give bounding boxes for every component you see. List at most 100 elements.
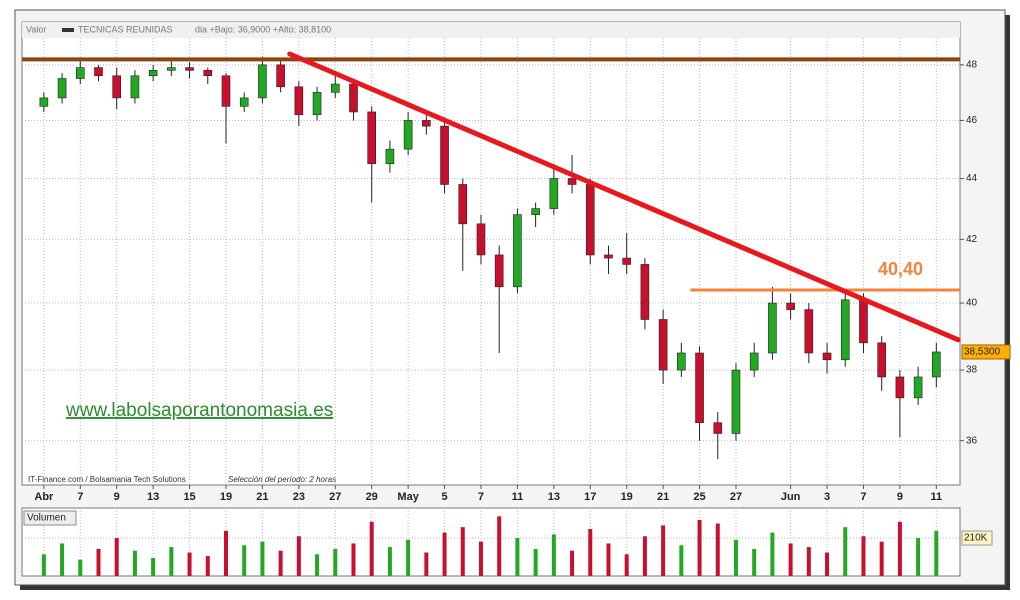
header-band	[22, 22, 960, 38]
volume-bar	[315, 554, 320, 576]
trend-line	[287, 51, 961, 343]
volume-bar	[825, 552, 830, 576]
volume-tick-box	[961, 530, 993, 546]
candle-body	[276, 64, 285, 88]
x-tick-label: 17	[584, 491, 596, 503]
candle-body	[622, 257, 631, 265]
candle-body	[549, 178, 559, 209]
volume-bar	[60, 543, 65, 576]
y-tick-label: 44	[966, 173, 978, 184]
candle-body	[312, 92, 322, 116]
y-tick-label: 38	[966, 365, 978, 376]
volume-bar	[916, 538, 921, 576]
x-tick-label: 3	[824, 491, 830, 503]
volume-bar	[223, 530, 228, 576]
volume-bar	[715, 523, 720, 576]
volume-bar	[114, 538, 119, 576]
volume-bar	[96, 548, 101, 576]
volume-bar	[351, 543, 356, 576]
volume-bar	[497, 516, 502, 576]
volume-bar	[843, 527, 848, 576]
volume-tick-label: 210K	[964, 533, 988, 544]
x-tick-label: 23	[293, 491, 305, 503]
candle-body	[695, 352, 704, 423]
x-tick-label: 7	[77, 491, 83, 503]
candle-body	[640, 264, 650, 320]
candle-body	[895, 376, 905, 399]
volume-bar	[770, 532, 775, 576]
candle-body	[422, 120, 431, 127]
support-label: 40,40	[878, 259, 923, 279]
x-tick-label: 13	[147, 491, 159, 503]
candle-body	[440, 125, 449, 185]
y-tick-label: 46	[966, 115, 978, 126]
volume-bar	[697, 519, 702, 576]
footer-period: Selección del período: 2 horas	[228, 475, 336, 484]
candle-body	[403, 120, 413, 150]
candle-body	[913, 376, 923, 399]
volume-title: Volumen	[27, 513, 66, 524]
volume-bar	[806, 547, 811, 576]
volume-bar	[551, 534, 556, 576]
header-name: TECNICAS REUNIDAS	[78, 24, 173, 34]
x-tick-label: 9	[114, 491, 120, 503]
volume-bar	[387, 547, 392, 576]
volume-bar	[897, 521, 902, 576]
volume-panel	[21, 507, 961, 577]
volume-bar	[424, 552, 429, 576]
volume-bar	[570, 550, 575, 576]
volume-bar	[752, 548, 757, 576]
volume-title-box	[23, 510, 77, 526]
candle-body	[531, 208, 540, 215]
x-tick-label: 5	[441, 491, 447, 503]
volume-bar	[515, 538, 520, 576]
candle-body	[768, 302, 777, 354]
x-tick-label: Abr	[34, 491, 54, 503]
candle-body	[203, 69, 213, 77]
x-tick-label: 11	[931, 491, 943, 503]
candle-body	[494, 254, 504, 288]
candle-body	[385, 148, 395, 165]
volume-bar	[41, 554, 46, 576]
header-info: dia +Bajo: 36,9000 +Alto: 38,8100	[195, 24, 331, 34]
x-tick-label: 15	[183, 491, 195, 503]
candle-body	[567, 178, 577, 185]
candle-body	[330, 83, 340, 93]
candle-body	[39, 97, 49, 107]
y-tick-label: 40	[966, 298, 978, 309]
candle-body	[840, 299, 850, 361]
x-tick-label: 19	[220, 491, 232, 503]
x-tick-label: 7	[860, 491, 866, 503]
header-label: Valor	[26, 24, 46, 34]
candle-body	[476, 223, 486, 256]
candle-body	[713, 422, 723, 434]
candle-body	[786, 302, 795, 310]
candle-body	[75, 67, 85, 79]
volume-bar	[333, 548, 338, 576]
volume-bar	[205, 556, 210, 576]
volume-bar	[369, 521, 374, 576]
candle-body	[749, 352, 759, 371]
last-price-label: 38,5300	[964, 347, 1001, 358]
x-tick-label: 29	[366, 491, 378, 503]
y-tick-label: 42	[966, 234, 978, 245]
volume-bar	[242, 545, 247, 576]
candle-body	[239, 97, 249, 107]
watermark: www.labolsaporantonomasia.es	[65, 400, 333, 421]
footer-source: IT-Finance.com / Bolsamania Tech Solutio…	[28, 475, 186, 484]
candle-body	[349, 83, 358, 113]
x-tick-label: 9	[897, 491, 903, 503]
volume-bar	[879, 541, 884, 576]
candle-body	[859, 299, 868, 344]
volume-bar	[861, 536, 866, 576]
x-tick-label: 7	[478, 491, 484, 503]
volume-bar	[533, 548, 538, 576]
volume-bar	[260, 541, 265, 576]
volume-bar	[169, 547, 174, 576]
x-tick-label: 21	[256, 491, 268, 503]
volume-bar	[642, 536, 647, 576]
x-tick-label: May	[397, 491, 419, 503]
candle-body	[130, 75, 140, 99]
volume-bar	[624, 554, 629, 576]
